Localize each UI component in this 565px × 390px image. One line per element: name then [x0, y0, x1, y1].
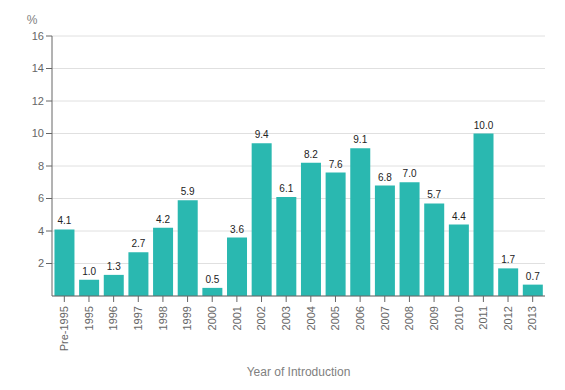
svg-text:0.7: 0.7 [526, 271, 540, 282]
svg-text:2010: 2010 [453, 306, 465, 330]
svg-text:1.3: 1.3 [107, 261, 121, 272]
svg-text:12: 12 [32, 95, 44, 107]
svg-text:2007: 2007 [379, 306, 391, 330]
svg-text:2001: 2001 [231, 306, 243, 330]
svg-text:2005: 2005 [329, 306, 341, 330]
svg-text:3.6: 3.6 [230, 224, 244, 235]
svg-text:1998: 1998 [157, 306, 169, 330]
svg-text:2009: 2009 [428, 306, 440, 330]
svg-text:2000: 2000 [206, 306, 218, 330]
svg-text:6.1: 6.1 [279, 183, 293, 194]
svg-text:1.0: 1.0 [82, 266, 96, 277]
svg-text:7.0: 7.0 [403, 168, 417, 179]
svg-text:1995: 1995 [83, 306, 95, 330]
svg-text:1.7: 1.7 [501, 254, 515, 265]
svg-text:16: 16 [32, 30, 44, 42]
svg-text:%: % [27, 13, 38, 27]
svg-text:8: 8 [38, 160, 44, 172]
svg-text:1996: 1996 [107, 306, 119, 330]
svg-text:10.0: 10.0 [474, 120, 494, 131]
svg-text:10: 10 [32, 127, 44, 139]
svg-text:2008: 2008 [403, 306, 415, 330]
svg-text:7.6: 7.6 [329, 159, 343, 170]
svg-text:2006: 2006 [354, 306, 366, 330]
svg-text:8.2: 8.2 [304, 149, 318, 160]
svg-text:5.7: 5.7 [427, 189, 441, 200]
svg-text:Pre-1995: Pre-1995 [58, 306, 70, 351]
svg-text:Year of Introduction: Year of Introduction [247, 365, 351, 379]
svg-text:14: 14 [32, 62, 44, 74]
svg-text:2004: 2004 [305, 306, 317, 330]
svg-text:6: 6 [38, 192, 44, 204]
svg-text:5.9: 5.9 [181, 186, 195, 197]
svg-text:2002: 2002 [255, 306, 267, 330]
svg-text:1997: 1997 [132, 306, 144, 330]
svg-text:4.1: 4.1 [58, 215, 72, 226]
svg-text:2011: 2011 [477, 306, 489, 330]
svg-text:6.8: 6.8 [378, 172, 392, 183]
svg-text:2: 2 [38, 257, 44, 269]
svg-text:4.2: 4.2 [156, 214, 170, 225]
svg-text:4: 4 [38, 225, 44, 237]
svg-text:2013: 2013 [526, 306, 538, 330]
svg-text:2012: 2012 [502, 306, 514, 330]
svg-text:1999: 1999 [181, 306, 193, 330]
svg-text:9.4: 9.4 [255, 129, 269, 140]
svg-text:9.1: 9.1 [353, 134, 367, 145]
svg-text:2.7: 2.7 [131, 238, 145, 249]
svg-text:0.5: 0.5 [205, 274, 219, 285]
svg-text:4.4: 4.4 [452, 211, 466, 222]
svg-text:2003: 2003 [280, 306, 292, 330]
